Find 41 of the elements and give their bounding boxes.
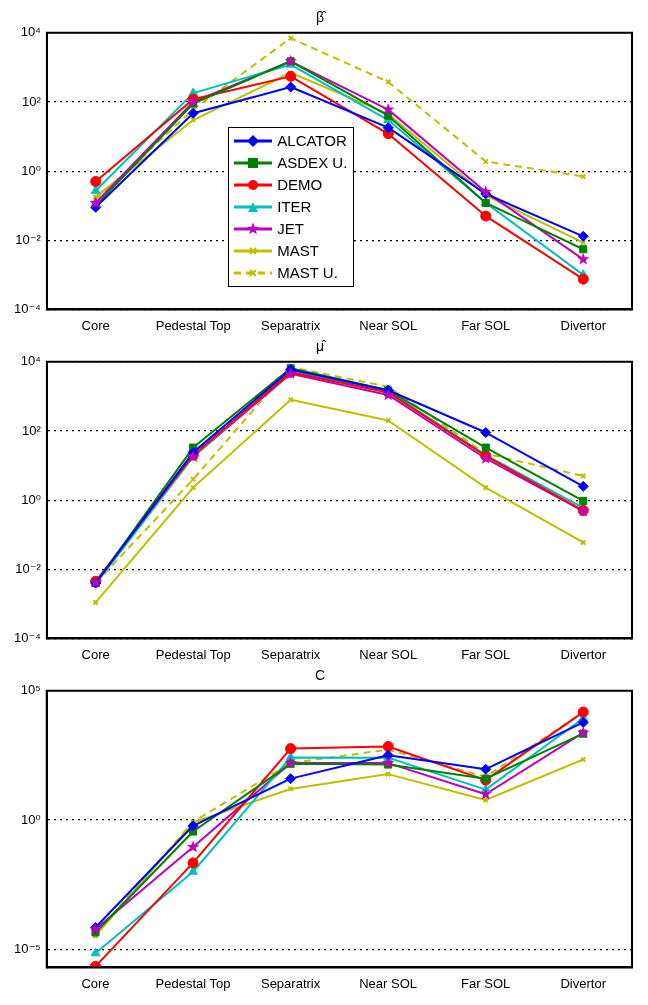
y-tick-label: 10⁰ [21, 811, 41, 827]
legend-label: MAST U. [277, 263, 338, 284]
y-tick-label: 10⁻⁴ [13, 629, 41, 645]
legend-label: DEMO [277, 175, 323, 196]
chart-title: μ̂ [315, 338, 328, 355]
legend-label: ASDEX U. [277, 153, 348, 174]
x-tick-label: Pedestal Top [155, 975, 231, 991]
y-tick-label: 10⁻² [15, 231, 42, 247]
y-tick-label: 10⁻² [15, 560, 42, 576]
legend-label: ITER [277, 197, 312, 218]
x-tick-label: Separatrix [261, 646, 321, 662]
chart-title: β̂ [315, 9, 328, 26]
legend-label: MAST [277, 241, 319, 262]
x-tick-label: Near SOL [359, 975, 418, 991]
y-tick-label: 10⁴ [20, 24, 41, 40]
x-tick-label: Divertor [560, 646, 607, 662]
x-tick-label: Divertor [560, 317, 607, 333]
x-tick-label: Far SOL [461, 317, 511, 333]
y-tick-label: 10⁻⁵ [13, 940, 41, 956]
y-tick-label: 10² [22, 422, 42, 438]
chart-title: C [314, 667, 326, 684]
y-tick-label: 10⁰ [21, 162, 41, 178]
x-tick-label: Separatrix [261, 317, 321, 333]
x-tick-label: Separatrix [260, 975, 321, 991]
y-tick-label: 10² [22, 93, 42, 109]
x-tick-label: Far SOL [461, 646, 511, 662]
x-tick-label: Core [81, 646, 110, 662]
x-tick-label: Divertor [560, 975, 607, 991]
x-tick-label: Core [81, 975, 110, 991]
x-tick-label: Core [81, 317, 110, 333]
legend-label: ALCATOR [277, 131, 347, 152]
legend-label: JET [277, 219, 304, 240]
x-tick-label: Pedestal Top [155, 646, 231, 662]
x-tick-label: Near SOL [359, 317, 418, 333]
x-tick-label: Far SOL [461, 975, 511, 991]
x-tick-label: Near SOL [359, 646, 418, 662]
y-tick-label: 10⁵ [20, 682, 41, 698]
y-tick-label: 10⁰ [21, 491, 41, 507]
x-tick-label: Pedestal Top [155, 317, 231, 333]
y-tick-label: 10⁴ [20, 353, 41, 369]
y-tick-label: 10⁻⁴ [13, 300, 41, 316]
